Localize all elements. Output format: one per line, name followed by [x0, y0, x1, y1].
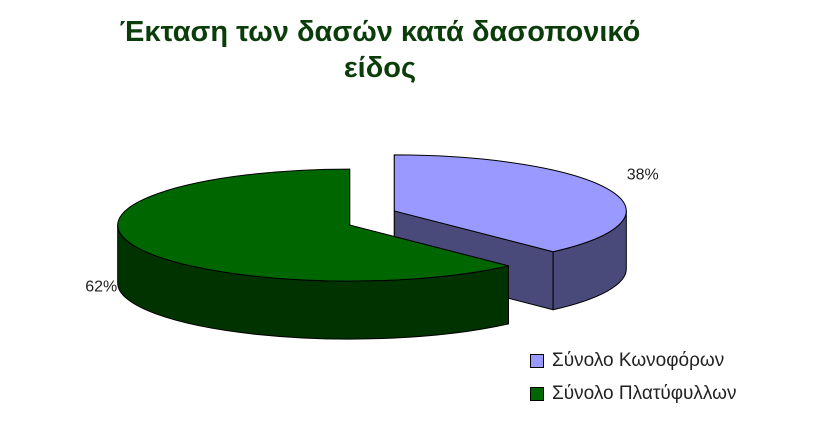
chart-legend: Σύνολο Κωνοφόρων Σύνολο Πλατύφυλλων: [530, 344, 736, 410]
legend-swatch-broadleaves: [530, 386, 544, 401]
pie-slice-broadleaves: [117, 168, 509, 340]
slice-label-broadleaves: 62%: [85, 279, 117, 296]
chart-title-line-1: Έκταση των δασών κατά δασοπονικό: [119, 16, 641, 48]
slice-top-broadleaves: [117, 168, 509, 282]
slice-label-conifers: 38%: [627, 166, 659, 183]
legend-label-conifers: Σύνολο Κωνοφόρων: [552, 349, 725, 371]
chart-title: Έκταση των δασών κατά δασοπονικό είδος: [70, 14, 690, 86]
slice-top-conifers: [393, 154, 627, 253]
legend-item-broadleaves: Σύνολο Πλατύφυλλων: [530, 377, 736, 410]
pie-slice-conifers: [393, 154, 627, 311]
legend-item-conifers: Σύνολο Κωνοφόρων: [530, 344, 736, 377]
legend-swatch-conifers: [530, 353, 544, 368]
chart-title-line-2: είδος: [343, 52, 417, 84]
legend-label-broadleaves: Σύνολο Πλατύφυλλων: [552, 382, 737, 404]
